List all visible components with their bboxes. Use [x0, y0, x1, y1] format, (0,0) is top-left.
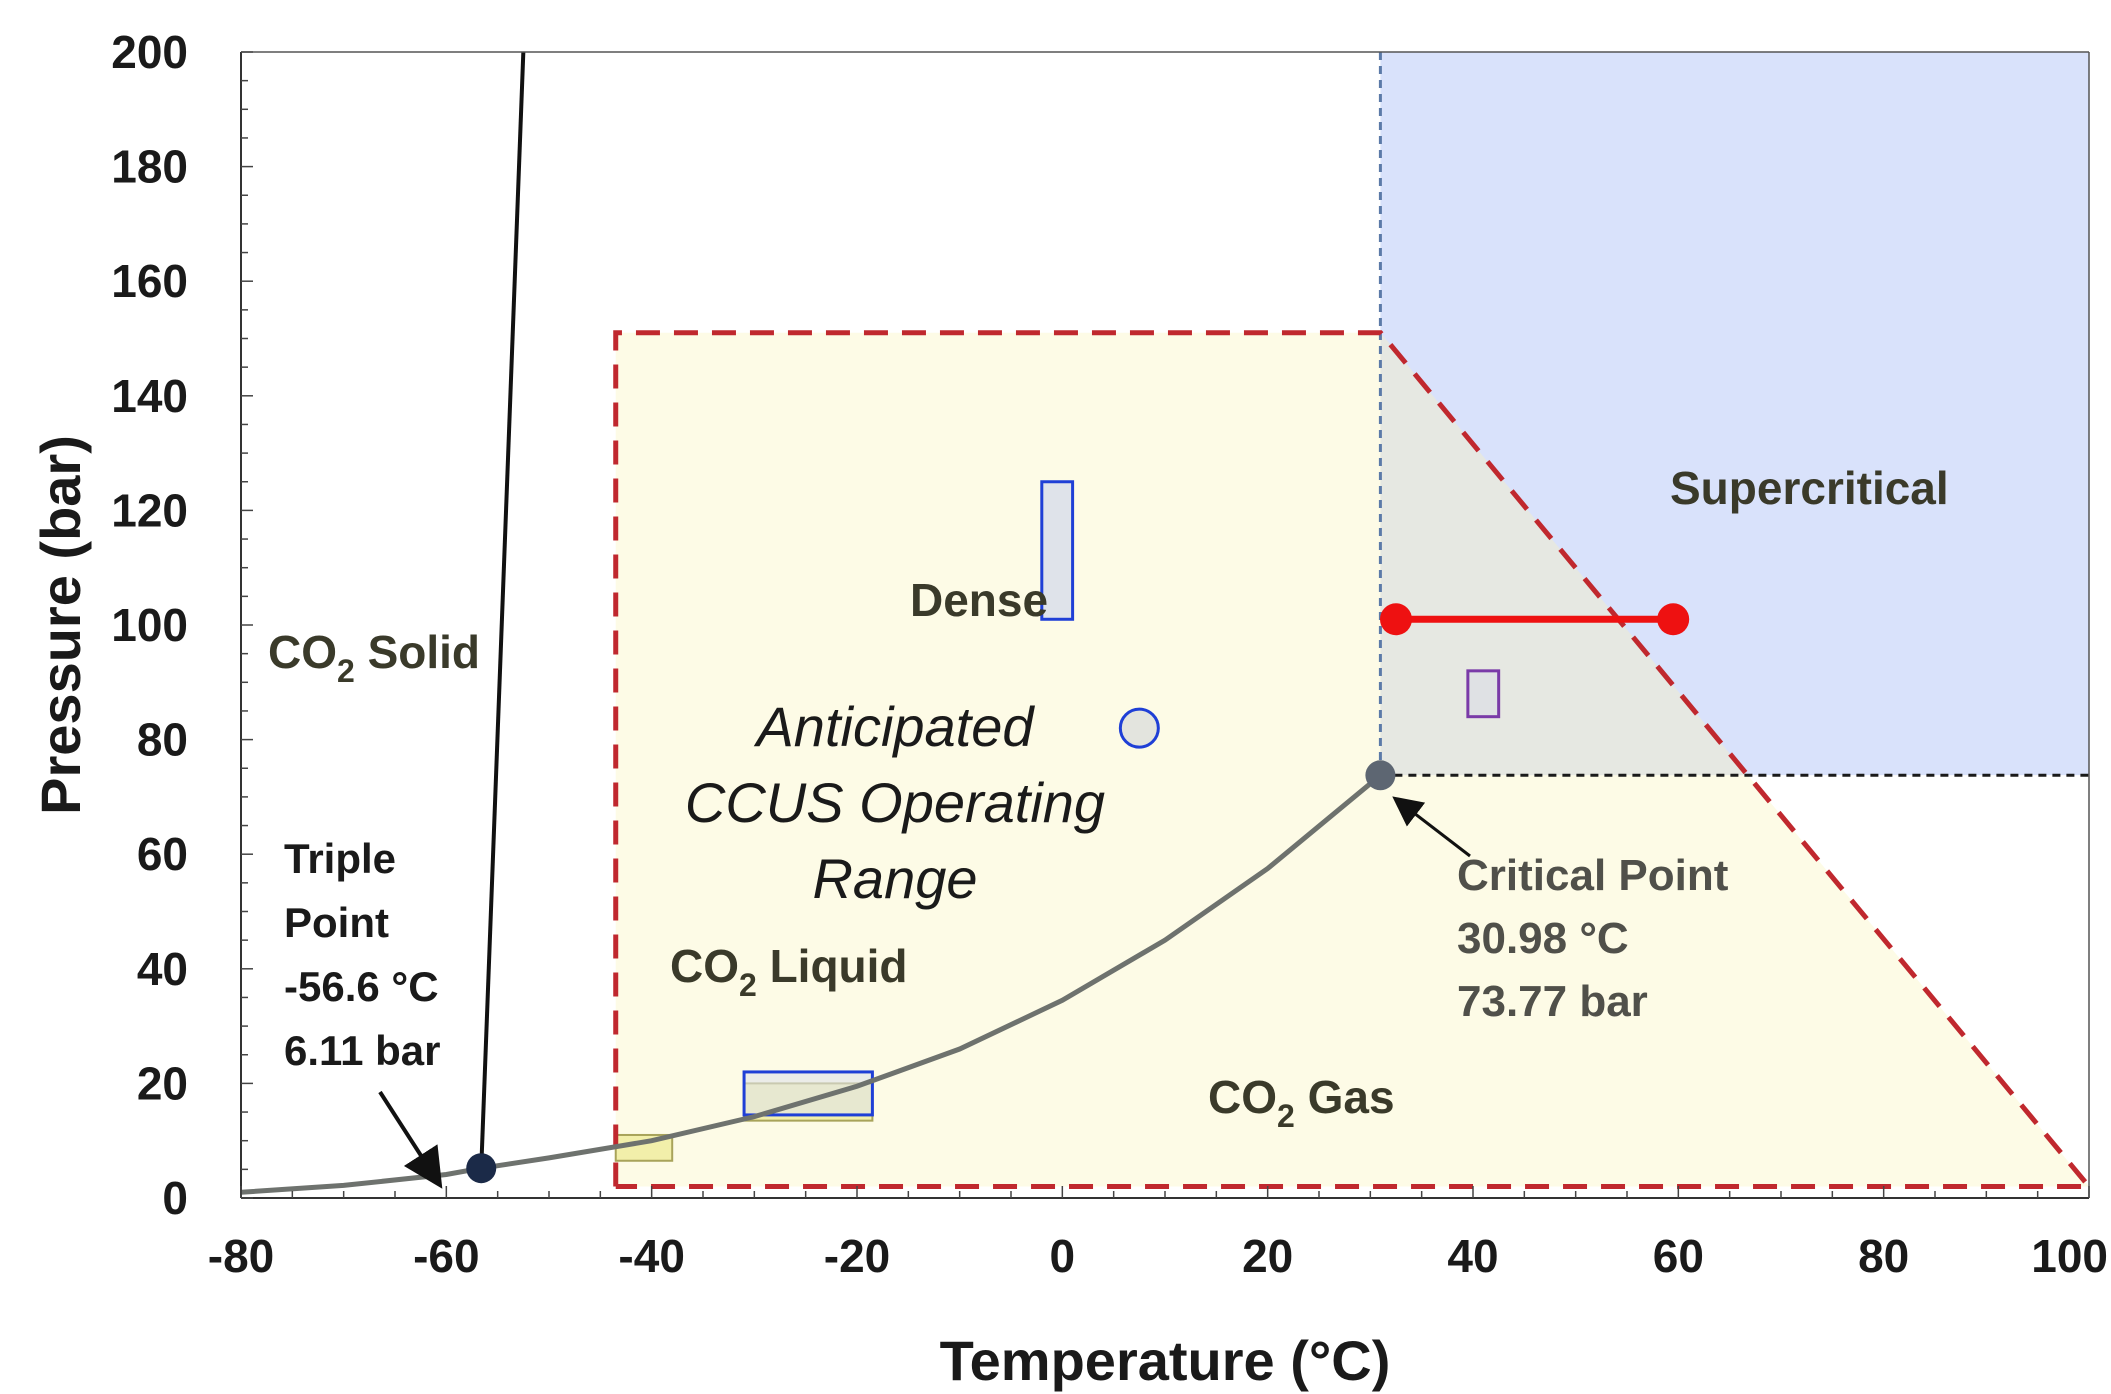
x-tick-label: -20 — [824, 1230, 890, 1282]
blue-box-liquid — [742, 1070, 874, 1117]
y-tick-label: 180 — [111, 141, 188, 193]
gas-dense-region — [1380, 775, 2089, 1187]
melting-curve — [479, 52, 526, 1169]
critical-point-label-2: 30.98 °C — [1457, 914, 1629, 963]
critical-point-marker — [1365, 760, 1396, 791]
y-axis-title: Pressure (bar) — [29, 435, 92, 815]
liquid-label: CO2 Liquid — [670, 940, 908, 1003]
y-tick-label: 0 — [162, 1172, 188, 1224]
triple-point-label-2: Point — [284, 899, 389, 946]
x-axis-title: Temperature (°C) — [940, 1329, 1391, 1392]
y-tick-label: 140 — [111, 370, 188, 422]
blue-box-dense — [1040, 480, 1075, 621]
y-tick-label: 200 — [111, 26, 188, 78]
y-axis-ticks: 0 20 40 60 80 100 120 140 160 180 200 — [111, 26, 253, 1224]
gas-label: CO2 Gas — [1208, 1071, 1395, 1134]
vapor-pressure-curve — [241, 773, 1382, 1195]
x-tick-label: 0 — [1050, 1230, 1076, 1282]
x-tick-label: -40 — [618, 1230, 684, 1282]
ccus-label-line1: Anticipated — [753, 695, 1035, 758]
x-tick-label: 60 — [1653, 1230, 1704, 1282]
y-tick-label: 40 — [137, 943, 188, 995]
triple-point-label-3: -56.6 °C — [284, 963, 439, 1010]
y-tick-label: 20 — [137, 1057, 188, 1109]
x-tick-label: 80 — [1858, 1230, 1909, 1282]
y-tick-label: 100 — [111, 599, 188, 651]
solid-label: CO2 Solid — [268, 626, 480, 689]
y-tick-label: 80 — [137, 714, 188, 766]
triple-point-arrow — [378, 1090, 443, 1189]
x-axis-ticks: -80 -60 -40 -20 0 20 40 60 80 100 — [208, 1186, 2108, 1282]
triple-point-marker — [466, 1153, 497, 1184]
y-tick-label: 60 — [137, 828, 188, 880]
ccus-label-line2: CCUS Operating — [685, 771, 1105, 834]
red-segment-start — [1380, 603, 1412, 636]
critical-point-arrow — [1392, 796, 1471, 858]
supercritical-label: Supercritical — [1670, 462, 1949, 514]
red-segment-end — [1657, 603, 1690, 636]
x-tick-label: -80 — [208, 1230, 274, 1282]
x-tick-label: 100 — [2031, 1230, 2108, 1282]
x-tick-label: 40 — [1447, 1230, 1498, 1282]
critical-point-label-1: Critical Point — [1457, 851, 1729, 900]
critical-point-label-3: 73.77 bar — [1457, 977, 1648, 1026]
ccus-label-line3: Range — [812, 847, 977, 910]
x-tick-label: -60 — [413, 1230, 479, 1282]
dense-boundary-dashed — [613, 330, 2089, 1190]
triple-point-label-4: 6.11 bar — [284, 1027, 440, 1074]
y-tick-label: 120 — [111, 484, 188, 536]
y-tick-label: 160 — [111, 255, 188, 307]
purple-box — [1466, 669, 1501, 719]
dense-region — [615, 332, 1381, 1187]
x-tick-label: 20 — [1242, 1230, 1293, 1282]
dense-label: Dense — [910, 574, 1048, 626]
blue-circle-marker — [1118, 707, 1160, 749]
triple-point-label-1: Triple — [284, 835, 396, 882]
